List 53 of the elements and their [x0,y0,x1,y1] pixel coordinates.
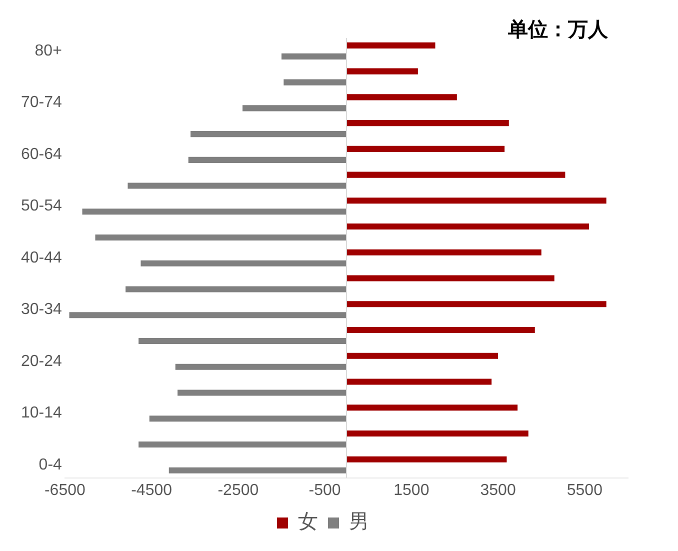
bar [95,234,346,241]
bar [242,105,346,112]
y-tick-label: 70-74 [21,94,62,112]
bar [346,326,535,334]
y-tick-label: 50-54 [21,198,62,215]
bar [138,441,346,448]
y-tick-label: 0-4 [38,456,62,474]
x-tick-label: -500 [308,482,341,499]
x-tick-label: 5500 [566,482,603,499]
bar [346,224,590,230]
bar [346,378,492,385]
bar [178,390,346,396]
bar [346,198,606,204]
y-tick-label: 80+ [34,42,62,60]
bar [346,301,606,308]
bar [82,208,346,215]
bar [188,156,346,163]
bar [346,94,457,100]
bar [284,79,346,86]
bar [346,42,436,48]
bar [346,430,528,437]
x-tick-label: 1500 [394,482,430,499]
bar [168,467,346,474]
bar [346,352,498,359]
bar [69,312,346,318]
bar [346,68,418,74]
bar [138,338,346,344]
x-tick-label: -6500 [44,482,86,499]
bar [149,416,346,422]
bar [346,404,518,411]
bar [140,260,346,266]
x-tick-label: -4500 [131,482,172,499]
bar [346,120,509,126]
bar [175,364,346,370]
y-tick-label: 20-24 [21,352,62,370]
bar [346,172,566,178]
x-tick-label: -2500 [218,482,259,499]
y-tick-label: 30-34 [21,301,62,318]
bar [128,182,346,189]
x-tick-label: 3500 [480,482,516,499]
bar [281,53,346,60]
bar [126,286,346,292]
annotation: 单位：万人 [508,16,608,43]
bar [346,275,554,282]
y-tick-label: 40-44 [21,249,62,266]
bar [346,456,507,462]
legend-label: 女 [298,509,318,534]
y-tick-label: 60-64 [21,146,62,163]
bar [346,146,505,152]
bar [346,249,542,256]
y-tick-label: 10-14 [21,404,62,422]
bar [190,131,346,138]
legend-label: 男 [349,509,369,534]
